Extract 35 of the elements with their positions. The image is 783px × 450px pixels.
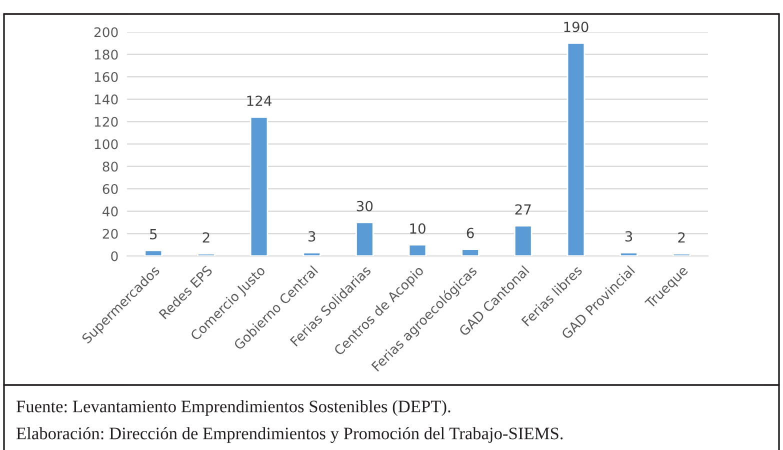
text: Elaboración: Dirección de Emprendimientos y Promoción del Trabajo-SIEMS.: [16, 427, 563, 443]
y-tick-label: 160: [94, 72, 118, 82]
bar: [514, 225, 532, 256]
y-tick-label: 20: [102, 228, 118, 239]
data-label: 30: [356, 200, 373, 212]
bar: [408, 244, 427, 256]
data-label: 2: [202, 232, 210, 243]
data-label: 3: [308, 231, 316, 242]
bar: [356, 222, 374, 256]
data-label: 124: [247, 96, 272, 106]
y-tick-label: 80: [102, 162, 118, 172]
data-label: 2: [678, 232, 685, 243]
y-tick-label: 120: [94, 116, 118, 127]
y-tick-label: 60: [102, 184, 118, 194]
y-tick-label: 100: [94, 139, 118, 150]
bar: [250, 116, 268, 256]
y-tick-label: 180: [94, 50, 118, 60]
source-note: Fuente: Levantamiento Emprendimientos Sostenibles (DEPT).: [16, 400, 450, 416]
bar: [197, 253, 216, 256]
y-tick-label: 40: [102, 206, 118, 216]
y-tick-label: 140: [94, 94, 118, 104]
y-tick-label: 200: [94, 27, 118, 38]
bar: [302, 252, 322, 256]
data-label: 10: [410, 223, 426, 234]
data-label: 6: [466, 228, 474, 238]
bar: [566, 42, 586, 256]
data-label: 190: [564, 22, 588, 32]
data-label: 5: [150, 229, 157, 240]
bar: [461, 248, 480, 256]
data-label: 3: [625, 231, 632, 242]
bar: [672, 253, 691, 256]
data-label: 27: [515, 204, 531, 215]
bar: [144, 250, 163, 256]
y-tick-label: 0: [111, 251, 118, 262]
bar: [620, 252, 638, 256]
